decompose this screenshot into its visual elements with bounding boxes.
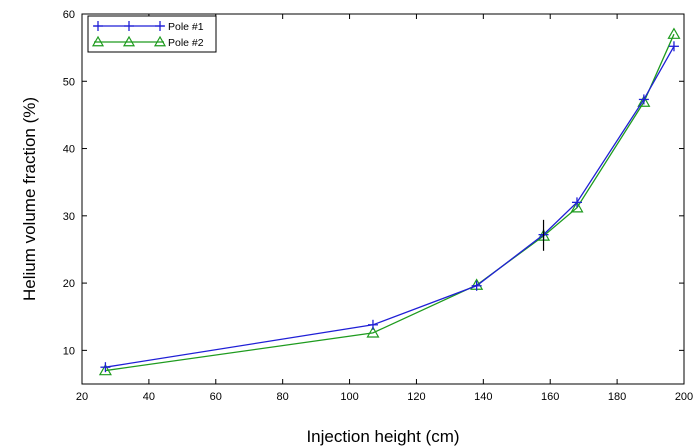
y-tick-label: 20 bbox=[63, 278, 75, 290]
legend-box bbox=[87, 15, 217, 53]
triangle-marker bbox=[122, 35, 136, 47]
x-tick-label: 40 bbox=[143, 391, 155, 403]
legend-item: Pole #1 bbox=[93, 21, 204, 33]
triangle-marker bbox=[667, 27, 681, 39]
series-layer bbox=[98, 27, 681, 376]
plot-area-frame bbox=[81, 13, 685, 385]
triangle-marker bbox=[98, 363, 112, 376]
y-tick-label: 40 bbox=[63, 144, 75, 156]
tick-labels: 20 40 60 80 100 120 140 160 180 200 10 20 30 40 50 60 bbox=[63, 9, 693, 403]
x-tick-label: 180 bbox=[608, 391, 626, 403]
x-axis-title: Injection height (cm) bbox=[306, 427, 459, 446]
legend: Pole #1 Pole #2 bbox=[87, 15, 217, 53]
x-tick-label: 140 bbox=[474, 391, 492, 403]
axis-ticks bbox=[81, 13, 685, 384]
y-tick-label: 10 bbox=[63, 345, 75, 357]
y-axis-title: Helium volume fraction (%) bbox=[20, 97, 39, 301]
x-tick-label: 20 bbox=[76, 391, 88, 403]
y-tick-label: 50 bbox=[63, 76, 75, 88]
legend-item: Pole #2 bbox=[91, 35, 204, 49]
x-tick-label: 60 bbox=[210, 391, 222, 403]
y-tick-label: 30 bbox=[63, 211, 75, 223]
x-tick-label: 120 bbox=[407, 391, 425, 403]
triangle-marker bbox=[153, 35, 167, 47]
triangle-marker bbox=[570, 201, 584, 213]
x-tick-label: 200 bbox=[675, 391, 693, 403]
x-tick-label: 100 bbox=[340, 391, 358, 403]
x-tick-label: 80 bbox=[277, 391, 289, 403]
triangle-marker bbox=[91, 35, 105, 47]
legend-label: Pole #2 bbox=[168, 37, 204, 49]
legend-label: Pole #1 bbox=[168, 21, 204, 33]
triangle-marker bbox=[366, 326, 380, 338]
triangle-marker bbox=[637, 95, 651, 107]
y-tick-label: 60 bbox=[63, 9, 75, 21]
x-tick-label: 160 bbox=[541, 391, 559, 403]
